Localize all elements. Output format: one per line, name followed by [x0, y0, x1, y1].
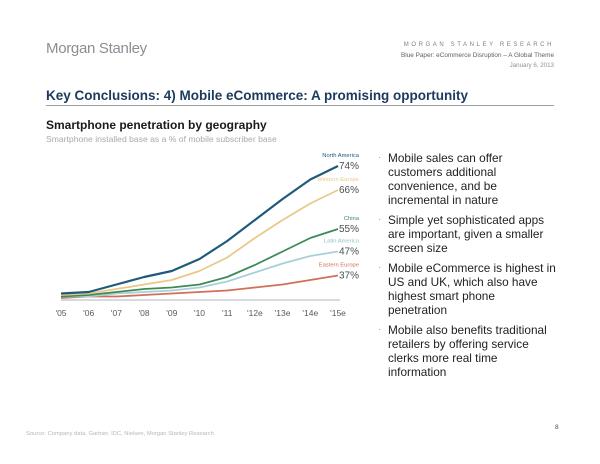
- x-tick-label: '06: [83, 308, 94, 318]
- series-name-label: Latin America: [324, 239, 360, 245]
- x-tick-label: '09: [166, 308, 177, 318]
- series-end-value-label: 37%: [339, 271, 359, 282]
- series-name-label: North America: [322, 153, 360, 159]
- page-number: 8: [555, 424, 559, 431]
- series-end-value-label: 74%: [339, 161, 359, 172]
- x-tick-label: '14e: [302, 308, 318, 318]
- bullet-item: · Mobile also benefits traditional retail…: [377, 323, 557, 379]
- bullet-item: · Mobile eCommerce is highest in US and U…: [377, 261, 557, 317]
- source-note: Source: Company data, Gartner, IDC, Niel…: [26, 431, 214, 437]
- series-line-eastern-europe: [60, 274, 339, 299]
- bullet-icon: ·: [378, 324, 382, 335]
- bullet-icon: ·: [378, 214, 382, 225]
- bullet-text: Mobile also benefits traditional retaile…: [388, 323, 547, 379]
- x-tick-label: '10: [194, 308, 205, 318]
- report-header: MORGAN STANLEY RESEARCH Blue Paper: eCom…: [401, 42, 554, 69]
- key-points-list: · Mobile sales can offer customers additi…: [377, 151, 557, 385]
- bullet-item: · Simple yet sophisticated apps are impor…: [377, 213, 557, 255]
- series-name-label: Western Europe: [317, 177, 359, 183]
- x-tick-label: '13e: [275, 308, 291, 318]
- x-tick-label: '15e: [330, 308, 346, 318]
- series-line-western-europe: [60, 189, 339, 296]
- title-divider: [46, 105, 554, 106]
- slide-title: Key Conclusions: 4) Mobile eCommerce: A …: [46, 88, 469, 103]
- series-line-latin-america: [61, 250, 339, 298]
- series-name-label: China: [344, 216, 360, 222]
- series-end-value-label: 66%: [339, 185, 359, 196]
- x-tick-label: '11: [222, 308, 233, 318]
- bullet-icon: ·: [378, 262, 382, 273]
- bullet-text: Simple yet sophisticated apps are import…: [388, 213, 545, 255]
- bullet-icon: ·: [378, 152, 382, 163]
- series-end-value-label: 47%: [339, 247, 359, 258]
- chart-subtitle: Smartphone installed base as a % of mobi…: [46, 134, 277, 144]
- report-date: January 6, 2013: [509, 62, 554, 69]
- series-end-value-label: 55%: [339, 224, 359, 235]
- series-line-north-america: [60, 165, 339, 295]
- bullet-text: Mobile eCommerce is highest in US and UK…: [388, 261, 556, 317]
- bullet-text: Mobile sales can offer customers additio…: [388, 151, 503, 207]
- research-label: MORGAN STANLEY RESEARCH: [403, 42, 554, 48]
- x-tick-label: '12e: [247, 308, 263, 318]
- x-tick-label: '05: [55, 308, 66, 318]
- chart-title: Smartphone penetration by geography: [46, 118, 267, 132]
- series-line-china: [60, 228, 339, 298]
- bullet-item: · Mobile sales can offer customers additi…: [377, 151, 557, 207]
- morgan-stanley-logo: Morgan Stanley: [46, 40, 147, 57]
- paper-title: Blue Paper: eCommerce Disruption – A Glo…: [401, 52, 554, 59]
- series-name-label: Eastern Europe: [319, 263, 359, 269]
- x-tick-label: '07: [111, 308, 122, 318]
- x-tick-label: '08: [139, 308, 150, 318]
